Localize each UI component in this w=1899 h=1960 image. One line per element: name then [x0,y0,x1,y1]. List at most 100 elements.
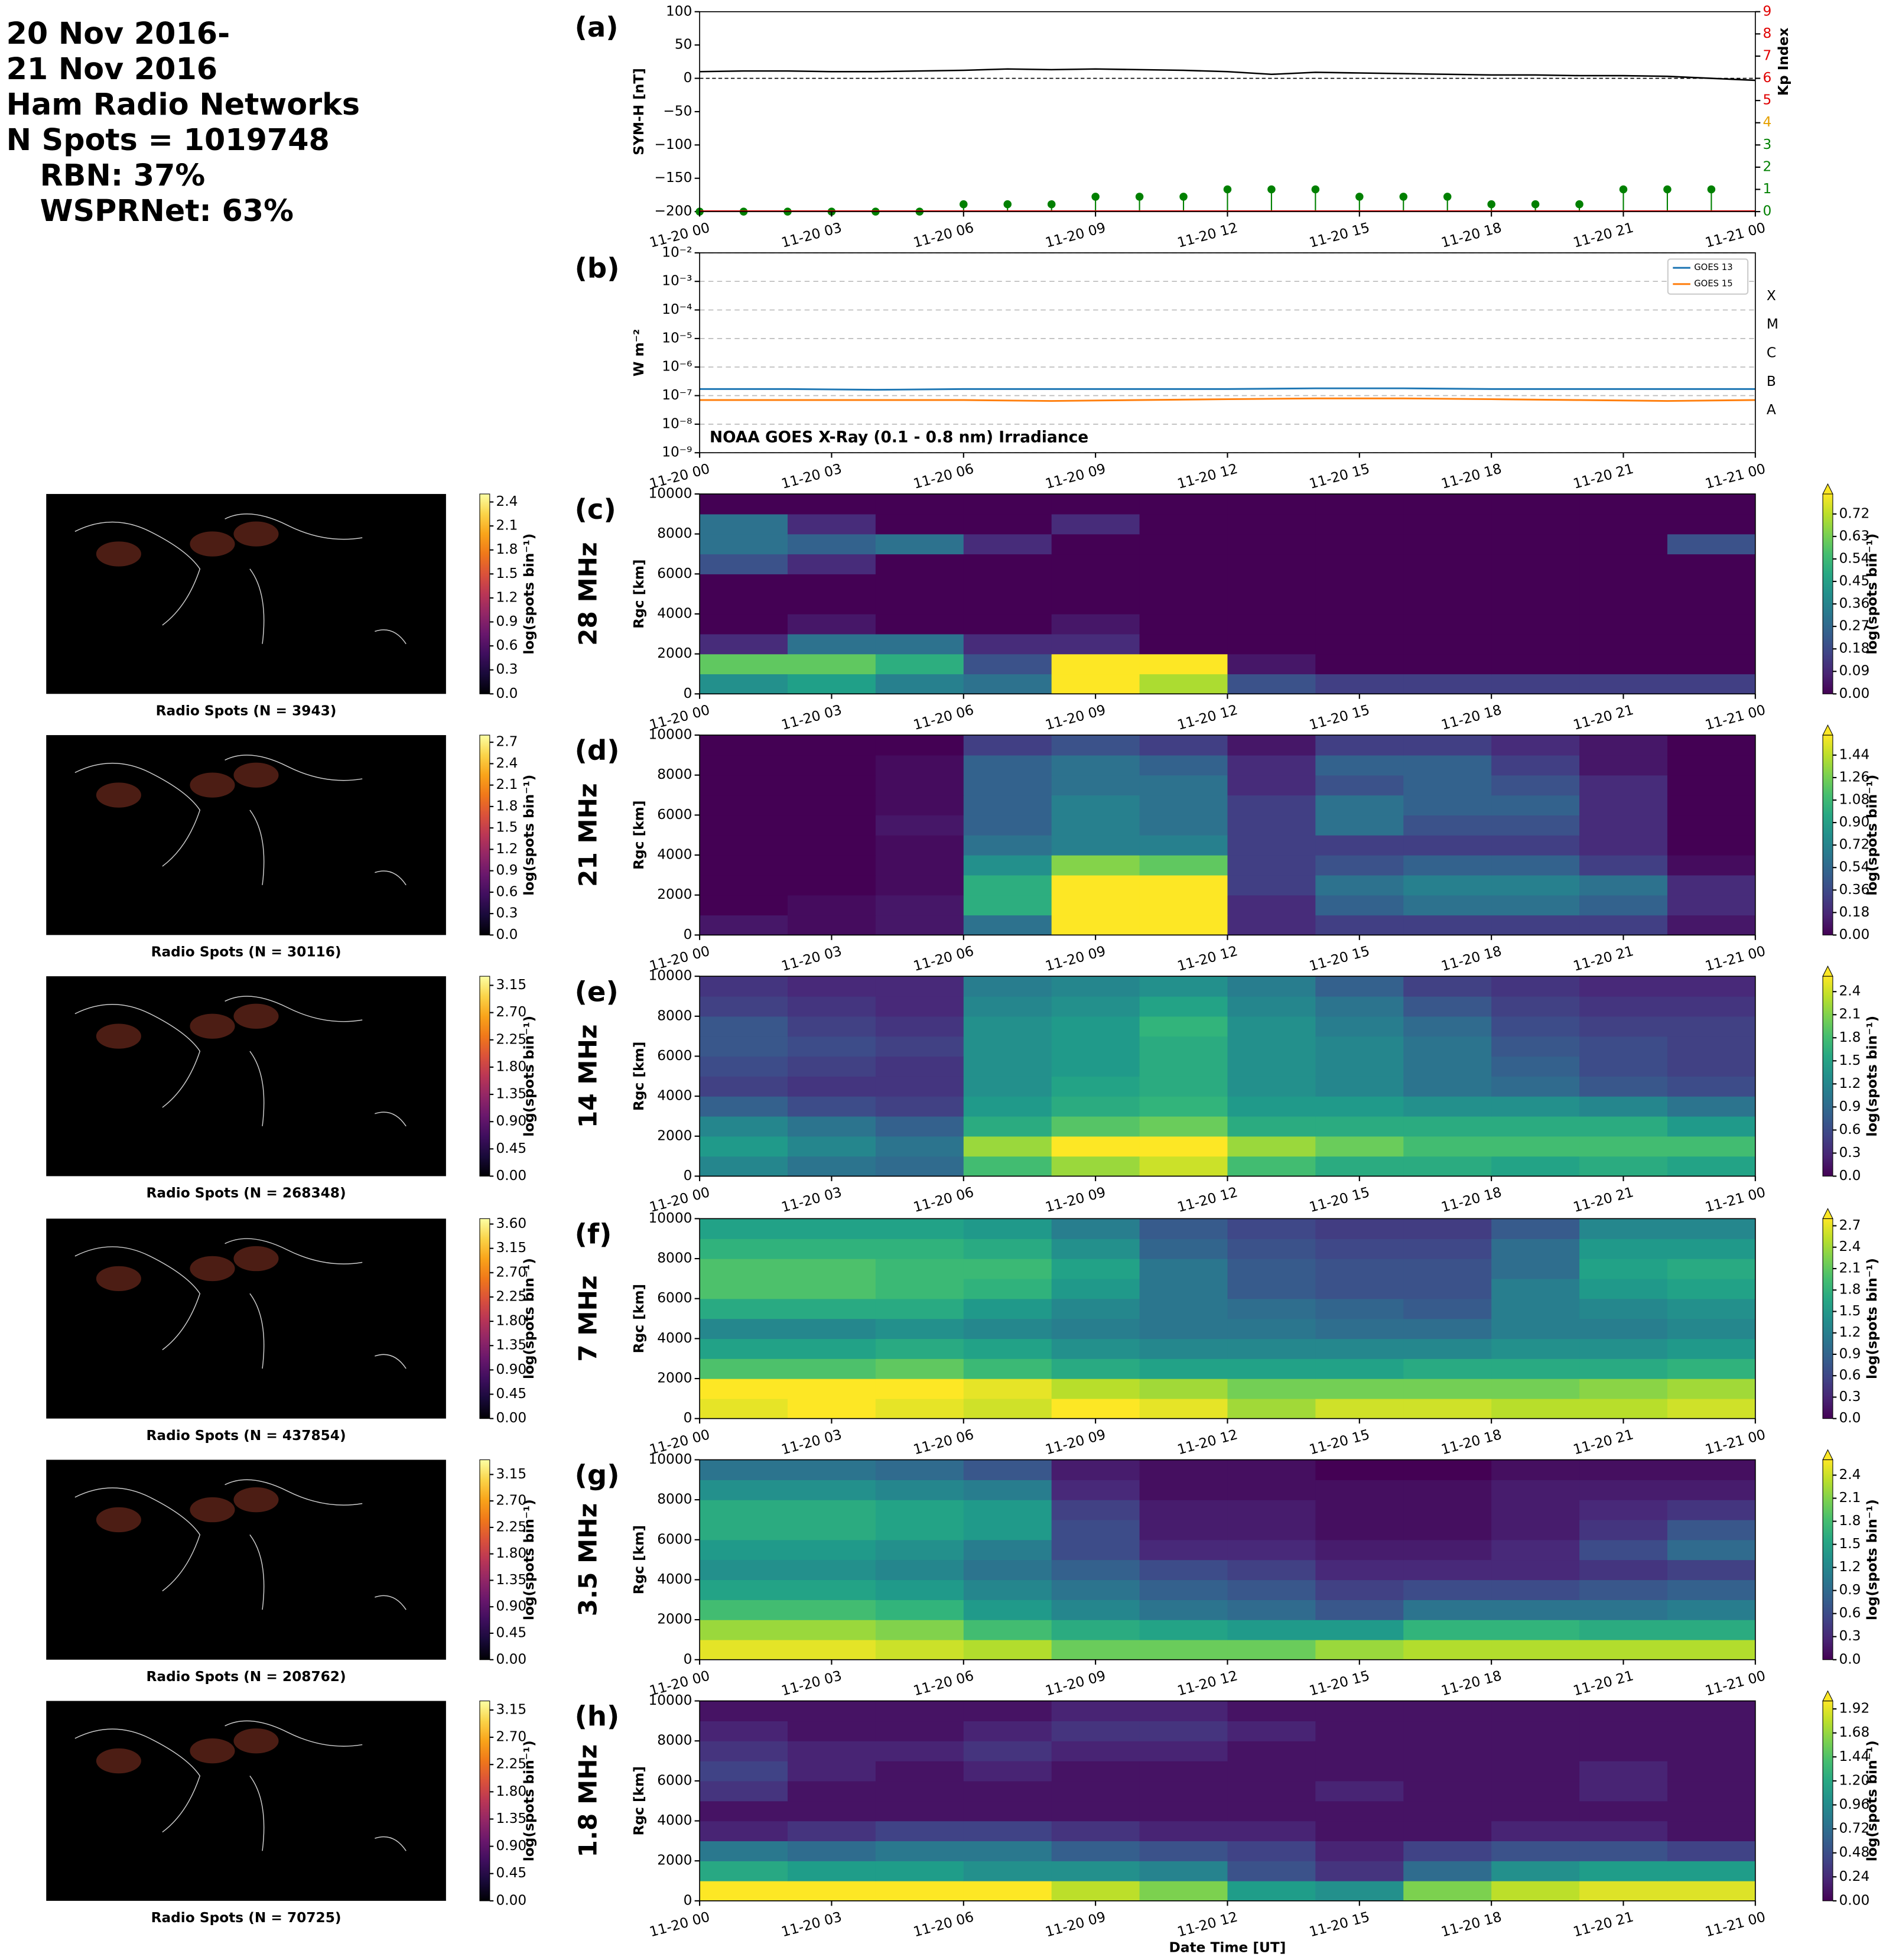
x-tick-label: 11-20 09 [1043,1184,1107,1215]
heatmap-cell [1491,1338,1580,1359]
colorbar-extend [1822,724,1833,736]
heatmap-cell [1403,1278,1492,1299]
heatmap-cell [1667,1620,1756,1640]
x-tick-label: 11-20 03 [780,1909,844,1940]
band-label: 7 MHz [574,1275,603,1361]
heatmap-cell [1315,493,1404,515]
legend-label: GOES 13 [1694,262,1732,272]
y2-tick-label: 1 [1763,181,1772,197]
heatmap-cell [700,1780,788,1802]
heatmap-cell [1139,875,1228,896]
heatmap-cell [963,1239,1052,1259]
heatmap-cell [1491,1579,1580,1600]
heatmap-cell [1051,654,1140,675]
heatmap-cell [1403,1519,1492,1540]
heatmap-cell [1667,1259,1756,1279]
heatmap-cell [1579,1741,1668,1761]
heatmap-cell [1315,513,1404,535]
heatmap-cell [787,775,876,796]
xray-line [700,397,1755,402]
heatmap-cell [787,1780,876,1802]
heatmap-cell [963,855,1052,876]
kp-marker [960,200,968,209]
heatmap-cell [1667,1156,1756,1177]
x-tick-label: 11-20 06 [912,1184,975,1215]
y2-tick-label: 8 [1763,25,1772,41]
heatmap-cell [1579,735,1668,756]
x-tick-label: 11-20 18 [1439,220,1503,251]
heatmap-cell [1139,674,1228,694]
x-tick-label: 11-20 21 [1572,1909,1635,1940]
heatmap-cell [1403,1358,1492,1379]
colorbar-tick-label: 0.9 [1839,1345,1861,1361]
heatmap-cell [787,1156,876,1177]
heatmap-cell [1139,654,1228,675]
heatmap-cell [1139,1761,1228,1782]
heatmap-cell [1227,594,1316,615]
heatmap-cell [1667,1239,1756,1259]
heatmap-cell [875,1701,964,1722]
heatmap-cell [700,1338,788,1359]
heatmap-cell [700,1721,788,1741]
heatmap-cell [1227,1701,1316,1722]
heatmap-cell [1051,554,1140,574]
heatmap-cell [1227,1761,1316,1782]
heatmap-cell [1051,976,1140,997]
heatmap-cell [1051,1338,1140,1359]
heatmap-cell [1579,493,1668,515]
heatmap-cell [1051,1076,1140,1097]
heatmap-cell [787,1056,876,1077]
colorbar-tick-label: 2.4 [1839,1467,1861,1483]
heatmap-cell [1403,554,1492,574]
colorbar-tick-label: 2.25 [496,1756,526,1772]
heatmap-cell [963,1298,1052,1319]
x-tick-label: 11-21 00 [1703,1668,1767,1699]
heatmap-cell [1579,976,1668,997]
heatmap-cell [787,1701,876,1722]
x-tick-label: 11-20 03 [780,702,844,733]
heatmap-cell [1227,1358,1316,1379]
heatmap-cell [787,895,876,916]
x-tick-label: 11-20 12 [1176,943,1240,974]
heatmap-cell [875,1721,964,1741]
heatmap-cell [1403,1780,1492,1802]
heatmap-cell [787,835,876,856]
x-tick-label: 11-20 03 [780,220,844,251]
x-tick-label: 11-20 18 [1439,461,1503,492]
heatmap-cell [1491,915,1580,936]
heatmap-cell [700,895,788,916]
heatmap-cell [1139,1398,1228,1419]
heatmap-cell [1667,1579,1756,1600]
colorbar-tick-label: 0.36 [1839,596,1870,612]
heatmap-cell [963,1639,1052,1660]
y-tick-label: 10000 [648,1210,692,1226]
heatmap-cell [1491,1600,1580,1620]
heatmap-cell [787,1096,876,1117]
heatmap-cell [1139,1298,1228,1319]
heatmap-cell [963,1096,1052,1117]
heatmap-cell [963,1800,1052,1822]
colorbar-tick-label: 0.6 [1839,1122,1861,1137]
colorbar-label: log(spots bin⁻¹) [521,775,537,896]
heatmap-cell [1051,1579,1140,1600]
heatmap-cell [787,1800,876,1822]
heatmap-cell [1491,1298,1580,1319]
heatmap-cell [1491,795,1580,816]
heatmap-cell [1579,835,1668,856]
heatmap-cell [1403,835,1492,856]
heatmap-cell [1403,633,1492,655]
heatmap-cell [787,1016,876,1037]
heatmap-cell [1491,534,1580,555]
heatmap-cell [1139,815,1228,836]
colorbar-tick-label: 0.6 [1839,1367,1861,1383]
heatmap-cell [963,1881,1052,1902]
heatmap-cell [700,875,788,896]
flare-class-label: M [1767,316,1778,332]
heatmap-cell [1227,1379,1316,1399]
heatmap-cell [963,795,1052,816]
heatmap-cell [963,1016,1052,1037]
heatmap-cell [1227,1056,1316,1077]
kp-marker [1619,185,1628,194]
world-map [46,976,446,1176]
